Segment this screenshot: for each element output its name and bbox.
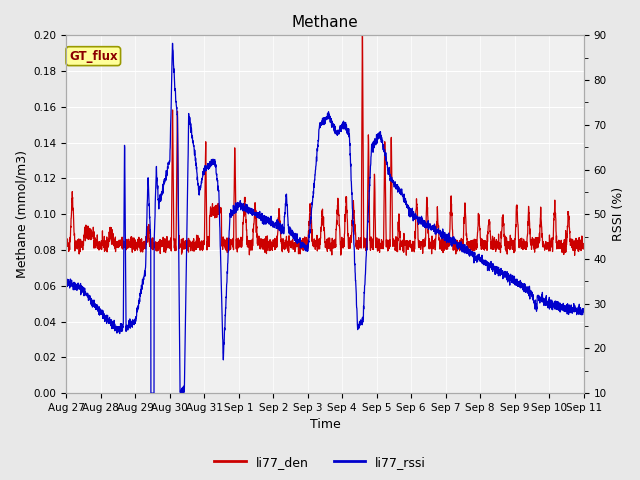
- Legend: li77_den, li77_rssi: li77_den, li77_rssi: [209, 451, 431, 474]
- Text: GT_flux: GT_flux: [69, 49, 118, 63]
- Title: Methane: Methane: [292, 15, 358, 30]
- Y-axis label: RSSI (%): RSSI (%): [612, 187, 625, 241]
- X-axis label: Time: Time: [310, 419, 340, 432]
- Y-axis label: Methane (mmol/m3): Methane (mmol/m3): [15, 150, 28, 278]
